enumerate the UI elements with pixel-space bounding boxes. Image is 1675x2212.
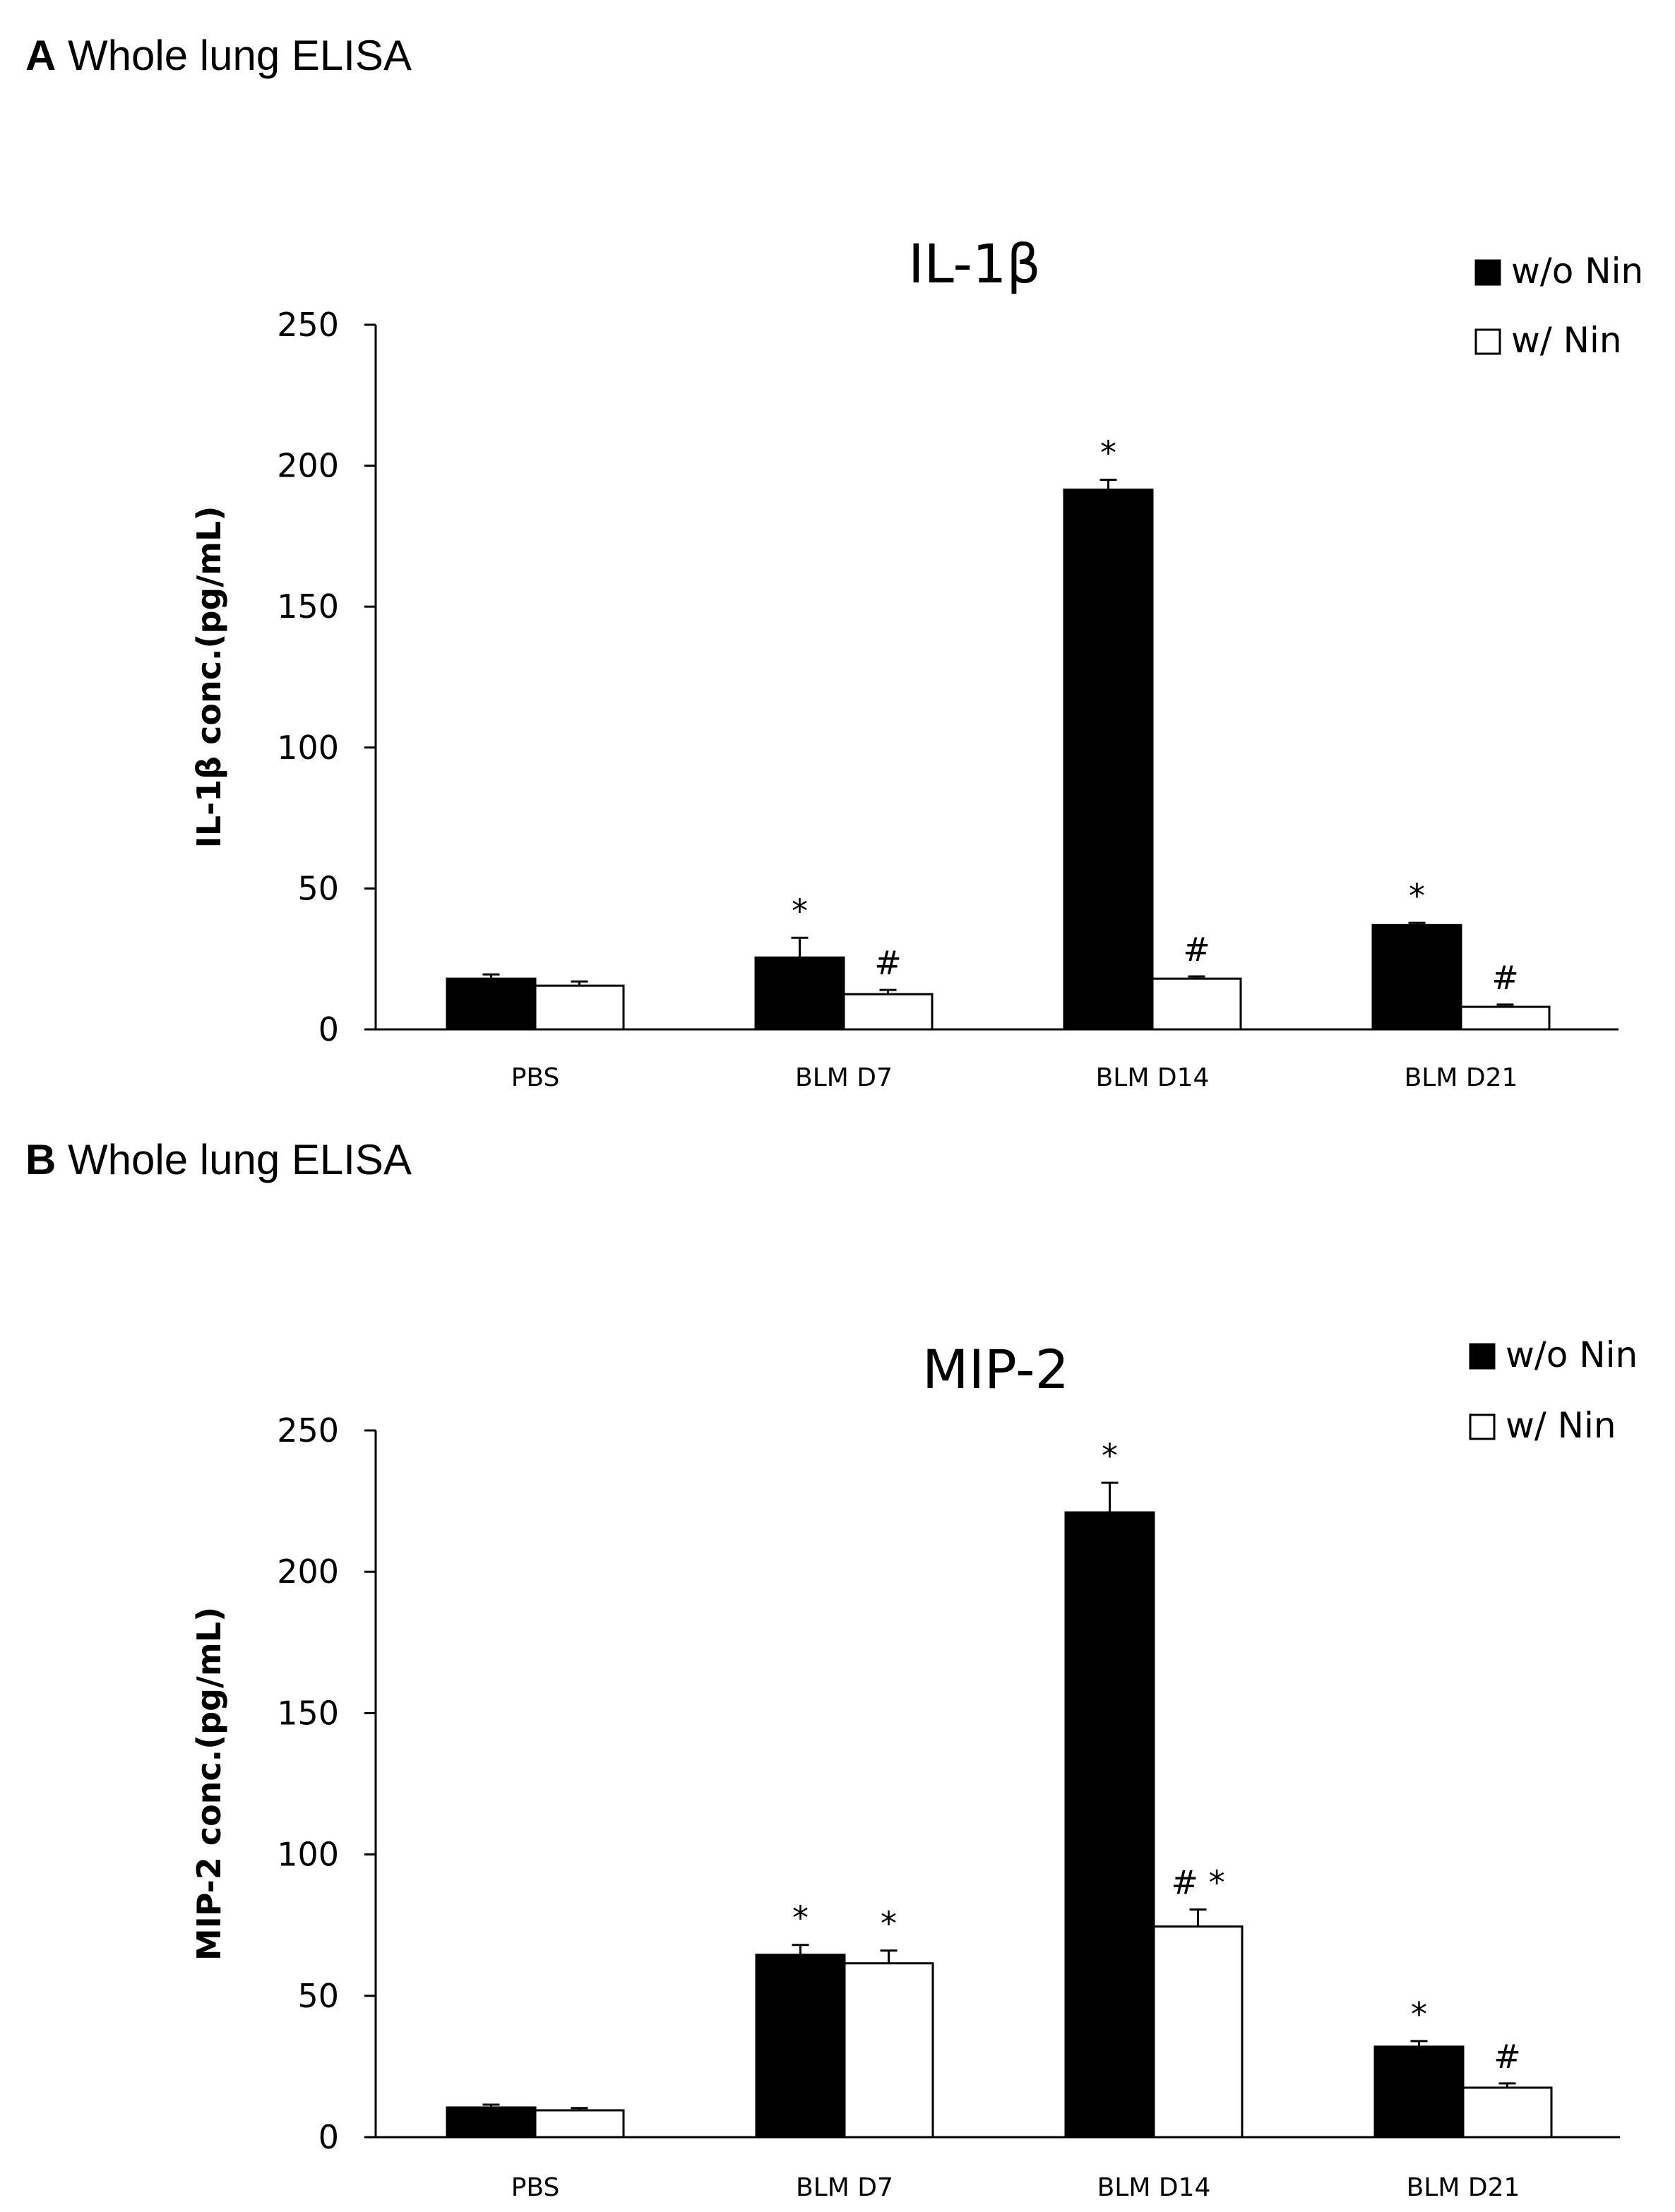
y-tick-label: 200 (277, 1553, 339, 1591)
bar-with-nin (1462, 2086, 1553, 2139)
chart-title: MIP-2 (922, 1338, 1069, 1401)
y-tick-label: 150 (277, 587, 339, 626)
y-axis-label: IL-1β conc.(pg/mL) (190, 506, 228, 849)
mip2-bar-chart: MIP-2 MIP-2 conc.(pg/mL) 0 50 100 150 200 250 PB… (190, 1334, 1638, 2202)
bar-with-nin (1152, 1925, 1244, 2139)
significance-annotation: * (792, 1899, 809, 1937)
y-tick-label: 50 (297, 869, 339, 907)
bar-with-nin (842, 993, 934, 1031)
bar-without-nin (755, 1954, 846, 2139)
y-tick-label: 250 (277, 1411, 339, 1449)
bar-without-nin (446, 2106, 537, 2139)
panel-b-title: Whole lung ELISA (68, 1136, 412, 1183)
legend-label: w/o Nin (1506, 1334, 1638, 1375)
x-category-label: BLM D21 (1405, 1063, 1518, 1092)
x-category-label: BLM D14 (1096, 1063, 1210, 1092)
y-tick-label: 0 (318, 2118, 339, 2156)
significance-annotation: * (881, 1905, 897, 1943)
y-tick-label: 50 (297, 1977, 339, 2015)
panel-b-label: B Whole lung ELISA (25, 1135, 412, 1184)
bar-with-nin (1460, 1005, 1551, 1031)
significance-annotation: # (874, 944, 902, 982)
y-axis-label: MIP-2 conc.(pg/mL) (190, 1607, 228, 1961)
significance-annotation: # (1183, 931, 1210, 969)
x-category-label: BLM D7 (796, 2173, 893, 2202)
bar-without-nin (1373, 2045, 1465, 2139)
bar-without-nin (1064, 1511, 1155, 2139)
y-tick-label: 0 (318, 1010, 339, 1048)
x-category-label: PBS (511, 1063, 560, 1092)
panel-a-label: A Whole lung ELISA (25, 31, 412, 80)
chart-title: IL-1β (908, 232, 1041, 295)
y-tick-label: 200 (277, 447, 339, 485)
x-category-label: BLM D14 (1097, 2173, 1211, 2202)
legend-swatch-with-nin (1469, 1413, 1496, 1440)
bar-without-nin (754, 956, 845, 1031)
significance-annotation: * (1409, 877, 1425, 915)
significance-annotation: * (1100, 434, 1116, 472)
y-tick-label: 100 (277, 729, 339, 767)
bar-with-nin (843, 1962, 934, 2139)
legend-label: w/o Nin (1511, 251, 1643, 292)
y-tick-label: 100 (277, 1836, 339, 1874)
panel-a-title: Whole lung ELISA (68, 32, 412, 79)
significance-annotation: * (1411, 1995, 1427, 2033)
significance-annotation: * (1102, 1437, 1118, 1475)
legend-swatch-without-nin (1474, 259, 1501, 286)
bar-with-nin (1151, 977, 1242, 1031)
significance-annotation: # * (1171, 1864, 1224, 1902)
legend-swatch-with-nin (1474, 328, 1501, 355)
bar-with-nin (534, 2109, 625, 2139)
y-tick-label: 250 (277, 306, 339, 344)
x-category-label: BLM D7 (795, 1063, 893, 1092)
x-category-label: PBS (511, 2173, 560, 2202)
panel-b-letter: B (25, 1136, 56, 1183)
bar-without-nin (1371, 923, 1462, 1031)
legend-swatch-without-nin (1469, 1343, 1496, 1370)
legend-label: w/ Nin (1511, 320, 1622, 361)
x-category-label: BLM D21 (1407, 2173, 1520, 2202)
bar-without-nin (1063, 489, 1154, 1031)
y-tick-label: 150 (277, 1694, 339, 1732)
bar-without-nin (446, 977, 537, 1031)
significance-annotation: * (792, 892, 808, 930)
significance-annotation: # (1494, 2038, 1521, 2076)
panel-a-letter: A (25, 32, 56, 79)
significance-annotation: # (1491, 959, 1519, 997)
legend-label: w/ Nin (1506, 1405, 1616, 1446)
bar-with-nin (534, 984, 625, 1031)
il1b-bar-chart: IL-1β IL-1β conc.(pg/mL) 0 50 100 150 200 250 PB… (190, 232, 1643, 1092)
